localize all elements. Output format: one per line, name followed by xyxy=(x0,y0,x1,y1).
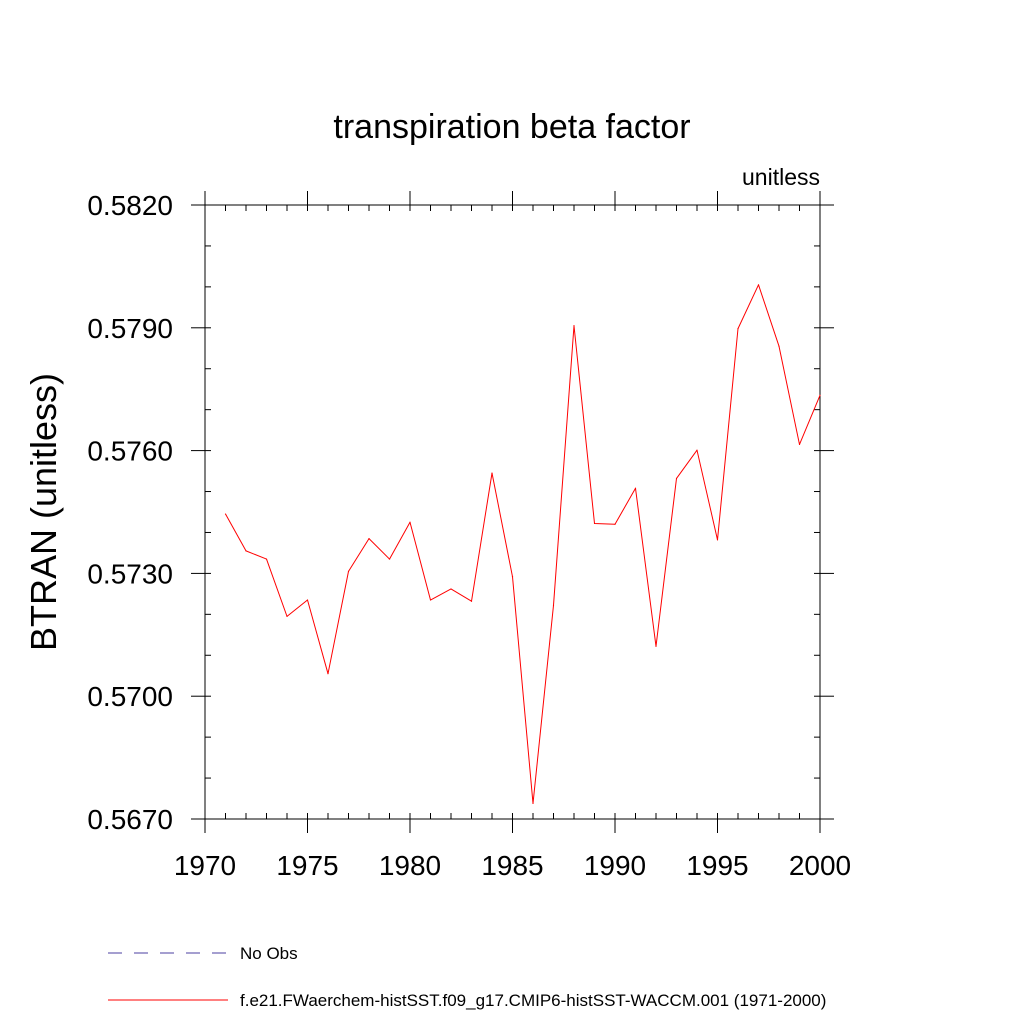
data-point xyxy=(696,449,698,451)
data-point xyxy=(737,328,739,330)
data-point xyxy=(593,522,596,525)
x-tick-label: 1995 xyxy=(686,850,748,881)
x-tick-label: 1975 xyxy=(276,850,338,881)
data-point xyxy=(265,558,268,560)
x-axis-ticks: 1970 1975 1980 1985 1990 1995 2000 xyxy=(174,191,851,881)
y-tick-label: 0.5670 xyxy=(87,804,173,835)
y-tick-label: 0.5730 xyxy=(87,558,173,589)
chart-title: transpiration beta factor xyxy=(333,108,690,146)
data-point xyxy=(224,513,227,515)
units-label: unitless xyxy=(742,164,820,190)
data-point xyxy=(429,599,432,601)
y-axis-ticks: 0.5670 0.5700 0.5730 0.5760 0.5790 0.5820 xyxy=(87,190,834,835)
x-tick-label: 1980 xyxy=(379,850,441,881)
data-point xyxy=(757,284,760,286)
x-tick-label: 1970 xyxy=(174,850,236,881)
x-tick-label: 1985 xyxy=(481,850,543,881)
series-layer xyxy=(224,284,821,805)
y-tick-label: 0.5820 xyxy=(87,190,173,221)
y-tick-label: 0.5760 xyxy=(87,436,173,467)
data-point xyxy=(491,472,493,474)
y-tick-label: 0.5790 xyxy=(87,313,173,344)
x-tick-label: 1990 xyxy=(584,850,646,881)
data-point xyxy=(511,576,514,578)
data-point xyxy=(552,604,555,606)
legend: No Obs f.e21.FWaerchem-histSST.f09_g17.CM… xyxy=(108,944,826,1010)
data-point xyxy=(798,443,801,446)
y-axis-title: BTRAN (unitless) xyxy=(23,373,64,651)
data-point xyxy=(655,645,657,647)
data-point xyxy=(675,477,678,480)
data-point xyxy=(409,521,411,523)
legend-label: No Obs xyxy=(240,944,298,963)
x-tick-label: 2000 xyxy=(789,850,851,881)
data-point xyxy=(286,615,288,617)
legend-label: f.e21.FWaerchem-histSST.f09_g17.CMIP6-hi… xyxy=(240,991,826,1010)
data-point xyxy=(634,487,637,489)
data-point xyxy=(614,523,616,525)
data-point xyxy=(716,539,719,541)
series-line xyxy=(225,284,821,804)
data-point xyxy=(388,558,391,560)
data-point xyxy=(778,345,780,347)
plot-area: 1970 1975 1980 1985 1990 1995 2000 0.5670 0.570… xyxy=(87,190,851,881)
data-point xyxy=(368,538,370,540)
data-point xyxy=(306,599,309,601)
data-point xyxy=(573,325,575,327)
data-point xyxy=(245,550,247,552)
data-point xyxy=(819,394,821,396)
data-point xyxy=(327,673,329,675)
y-tick-label: 0.5700 xyxy=(87,681,173,712)
data-point xyxy=(347,570,350,572)
data-point xyxy=(450,588,452,590)
data-point xyxy=(470,600,473,602)
data-point xyxy=(532,802,534,805)
